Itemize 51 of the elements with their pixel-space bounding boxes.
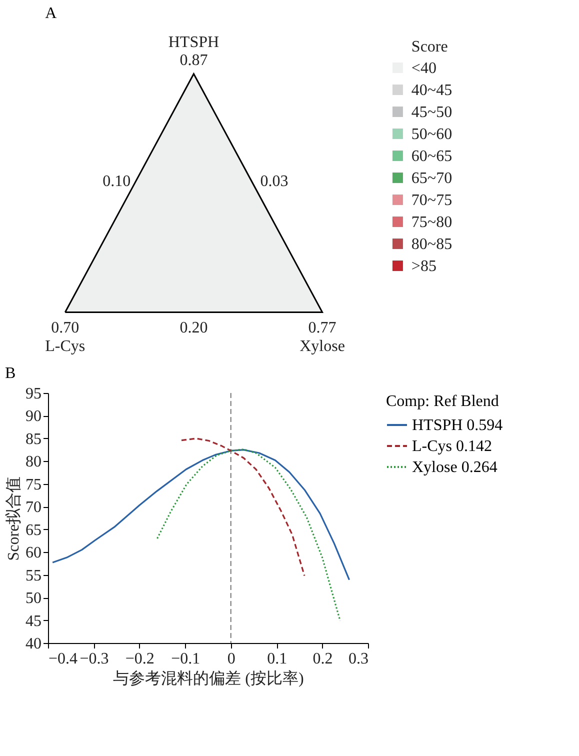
category-label: 80~85 [411, 236, 452, 253]
y-tick-label: 40 [26, 636, 42, 652]
category-label: 40~45 [411, 82, 452, 99]
text: HTSPH [168, 34, 220, 51]
text: 0.77 [308, 320, 336, 336]
text: 0.20 [180, 320, 208, 336]
x-tick-label: 0.1 [267, 650, 288, 668]
y-tick-label: 85 [26, 430, 42, 448]
y-axis-title: Score拟合值 [4, 476, 22, 561]
text: 0.03 [260, 172, 288, 190]
x-tick-label: 0.2 [312, 650, 333, 668]
category-label: >85 [411, 258, 436, 275]
y-tick-label: 70 [26, 499, 42, 516]
legend-label: L-Cys 0.142 [412, 438, 492, 455]
category-label: 75~80 [411, 214, 452, 231]
category-label: 70~75 [411, 192, 452, 209]
y-tick-label: 60 [26, 544, 42, 562]
x-tick-label: 0 [227, 650, 236, 668]
line-series [156, 448, 341, 622]
text: A [45, 5, 58, 22]
legend-title: Score [411, 38, 448, 56]
category-label: 50~60 [411, 126, 452, 143]
legend-label: Xylose 0.264 [412, 459, 498, 476]
chart-title: B [5, 365, 16, 382]
y-tick-label: 75 [26, 476, 42, 494]
x-tick-label: −0.3 [80, 650, 109, 668]
y-tick-label: 80 [26, 454, 42, 471]
y-tick-label: 95 [26, 386, 42, 402]
text: 0.70 [51, 320, 80, 336]
line-series [180, 438, 306, 577]
y-tick-label: 55 [26, 567, 42, 584]
legend-label: HTSPH 0.594 [412, 417, 503, 434]
y-tick-label: 90 [26, 408, 42, 426]
legend-title: Comp: Ref Blend [386, 393, 499, 410]
text: Xylose [300, 338, 345, 355]
category-label: 45~50 [411, 104, 452, 121]
x-tick-label: −0.4 [48, 650, 78, 668]
text: 0.87 [180, 52, 208, 70]
category-label: 60~65 [411, 148, 452, 165]
y-tick-label: 45 [26, 612, 42, 630]
category-label: <40 [411, 60, 436, 77]
x-tick-label: −0.2 [125, 650, 154, 668]
category-label: 65~70 [411, 170, 452, 187]
line-series [52, 449, 350, 581]
text: L-Cys [45, 338, 86, 355]
x-tick-label: −0.1 [171, 650, 200, 668]
x-axis-title: 与参考混料的偏差 (按比率) [113, 670, 304, 688]
text: 0.10 [102, 172, 131, 190]
y-tick-label: 65 [26, 522, 42, 539]
x-tick-label: 0.3 [348, 650, 368, 668]
y-tick-label: 50 [26, 590, 42, 608]
